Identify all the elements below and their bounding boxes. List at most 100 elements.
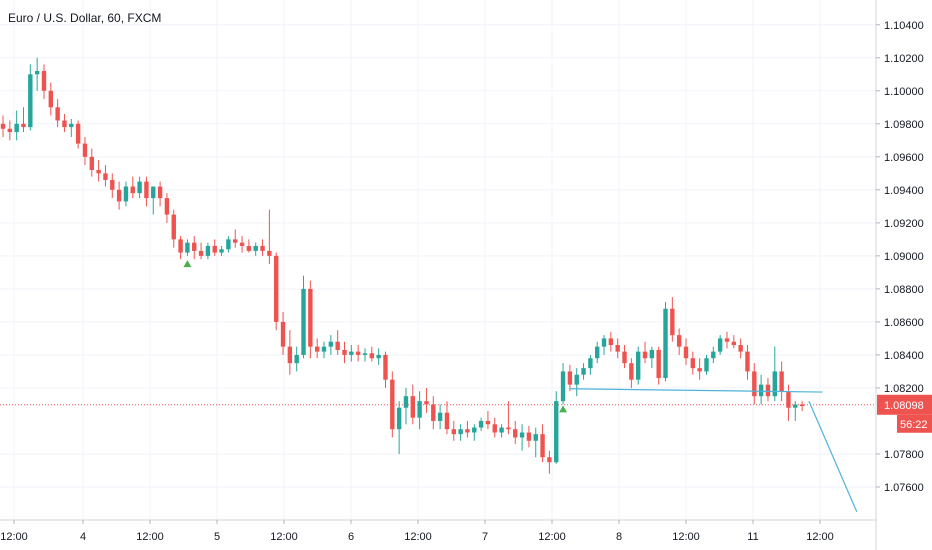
candle-body	[499, 427, 504, 433]
candle	[274, 252, 279, 331]
candle	[683, 338, 689, 365]
candle-body	[608, 338, 614, 346]
candle	[437, 404, 443, 430]
candle-body	[192, 242, 197, 251]
candle	[396, 401, 402, 454]
x-tick-label: 5	[214, 531, 220, 543]
candle-body	[267, 250, 272, 256]
trendline[interactable]	[808, 400, 858, 512]
price-axis[interactable]: 1.10400 1.10200 1.10000 1.09800 1.09600 1.094…	[876, 20, 924, 494]
candle-body	[513, 429, 518, 438]
countdown-label: 56:22	[900, 419, 928, 431]
candle-body	[144, 181, 149, 199]
candle-body	[253, 245, 258, 251]
candle-body	[478, 420, 484, 428]
candle	[717, 335, 723, 355]
candle-body	[171, 214, 176, 240]
y-tick-label: 1.08400	[884, 350, 924, 362]
candle-body	[198, 250, 204, 256]
buy-signal-triangle	[559, 405, 568, 413]
x-tick-label: 4	[80, 531, 86, 543]
candle	[560, 363, 566, 405]
candle-body	[89, 156, 94, 171]
grid	[0, 0, 876, 520]
candle-body	[670, 308, 675, 336]
candle	[185, 239, 190, 256]
candle	[82, 137, 88, 166]
candle	[130, 176, 135, 199]
candle-body	[396, 407, 402, 430]
trendline[interactable]	[569, 388, 823, 393]
candle-body	[362, 353, 368, 355]
candle	[55, 99, 60, 128]
candle	[506, 401, 511, 435]
candle-body	[465, 429, 470, 433]
candle	[779, 361, 784, 402]
candle	[280, 312, 286, 355]
candle-body	[724, 338, 730, 342]
y-tick-label: 1.08200	[884, 383, 924, 395]
candle-body	[301, 288, 306, 355]
candle-body	[7, 128, 13, 133]
time-axis[interactable]: 12:00 4 12:00 5 12:00 6 12:00 7 12:00 8 12:00 11 12:…	[0, 520, 834, 543]
candle-body	[55, 107, 60, 121]
y-tick-label: 1.10200	[884, 53, 924, 65]
candle-body	[560, 371, 566, 402]
candle	[526, 425, 532, 448]
candle-body	[82, 143, 88, 157]
candle-body	[239, 242, 245, 246]
candle-body	[226, 239, 231, 250]
candle-body	[205, 245, 211, 256]
candle-body	[752, 371, 757, 397]
countdown-label-bg	[897, 414, 932, 433]
candle-body	[697, 368, 702, 372]
candle	[137, 176, 142, 199]
candle-body	[704, 358, 709, 372]
candle-body	[274, 255, 279, 322]
candle	[799, 401, 805, 412]
candle-body	[294, 354, 299, 364]
candle-body	[48, 90, 54, 108]
candle	[635, 346, 641, 385]
candle-body	[772, 371, 777, 397]
candle	[355, 345, 361, 362]
candle	[328, 335, 334, 355]
candle-body	[615, 345, 620, 352]
candle-body	[642, 351, 648, 359]
candle-body	[390, 379, 395, 430]
candle-body	[738, 345, 743, 352]
candle-body	[342, 349, 347, 355]
candle	[513, 420, 518, 445]
candle	[267, 209, 272, 265]
candle-body	[437, 412, 443, 421]
candle	[212, 239, 217, 256]
candle-body	[349, 351, 354, 355]
candle	[519, 424, 525, 451]
candle	[62, 113, 67, 133]
candle	[335, 330, 340, 355]
candle	[123, 181, 129, 207]
buy-signal-triangle	[183, 260, 192, 268]
candle-body	[335, 341, 340, 350]
candle	[451, 420, 456, 441]
candle	[390, 371, 395, 438]
candle	[533, 427, 538, 458]
candle-body	[649, 349, 655, 359]
candle-body	[731, 341, 737, 346]
candle-body	[745, 351, 750, 372]
candle	[595, 341, 600, 364]
y-tick-label: 1.07800	[884, 449, 924, 461]
candle	[601, 335, 607, 355]
candle	[499, 424, 504, 438]
candle	[642, 341, 648, 364]
x-tick-label: 12:00	[404, 531, 432, 543]
candle-body	[595, 346, 600, 359]
candle-body	[369, 353, 375, 359]
candle	[21, 107, 26, 133]
candle	[260, 239, 265, 256]
candle	[75, 120, 81, 149]
candle	[226, 236, 231, 253]
candle	[205, 242, 211, 260]
